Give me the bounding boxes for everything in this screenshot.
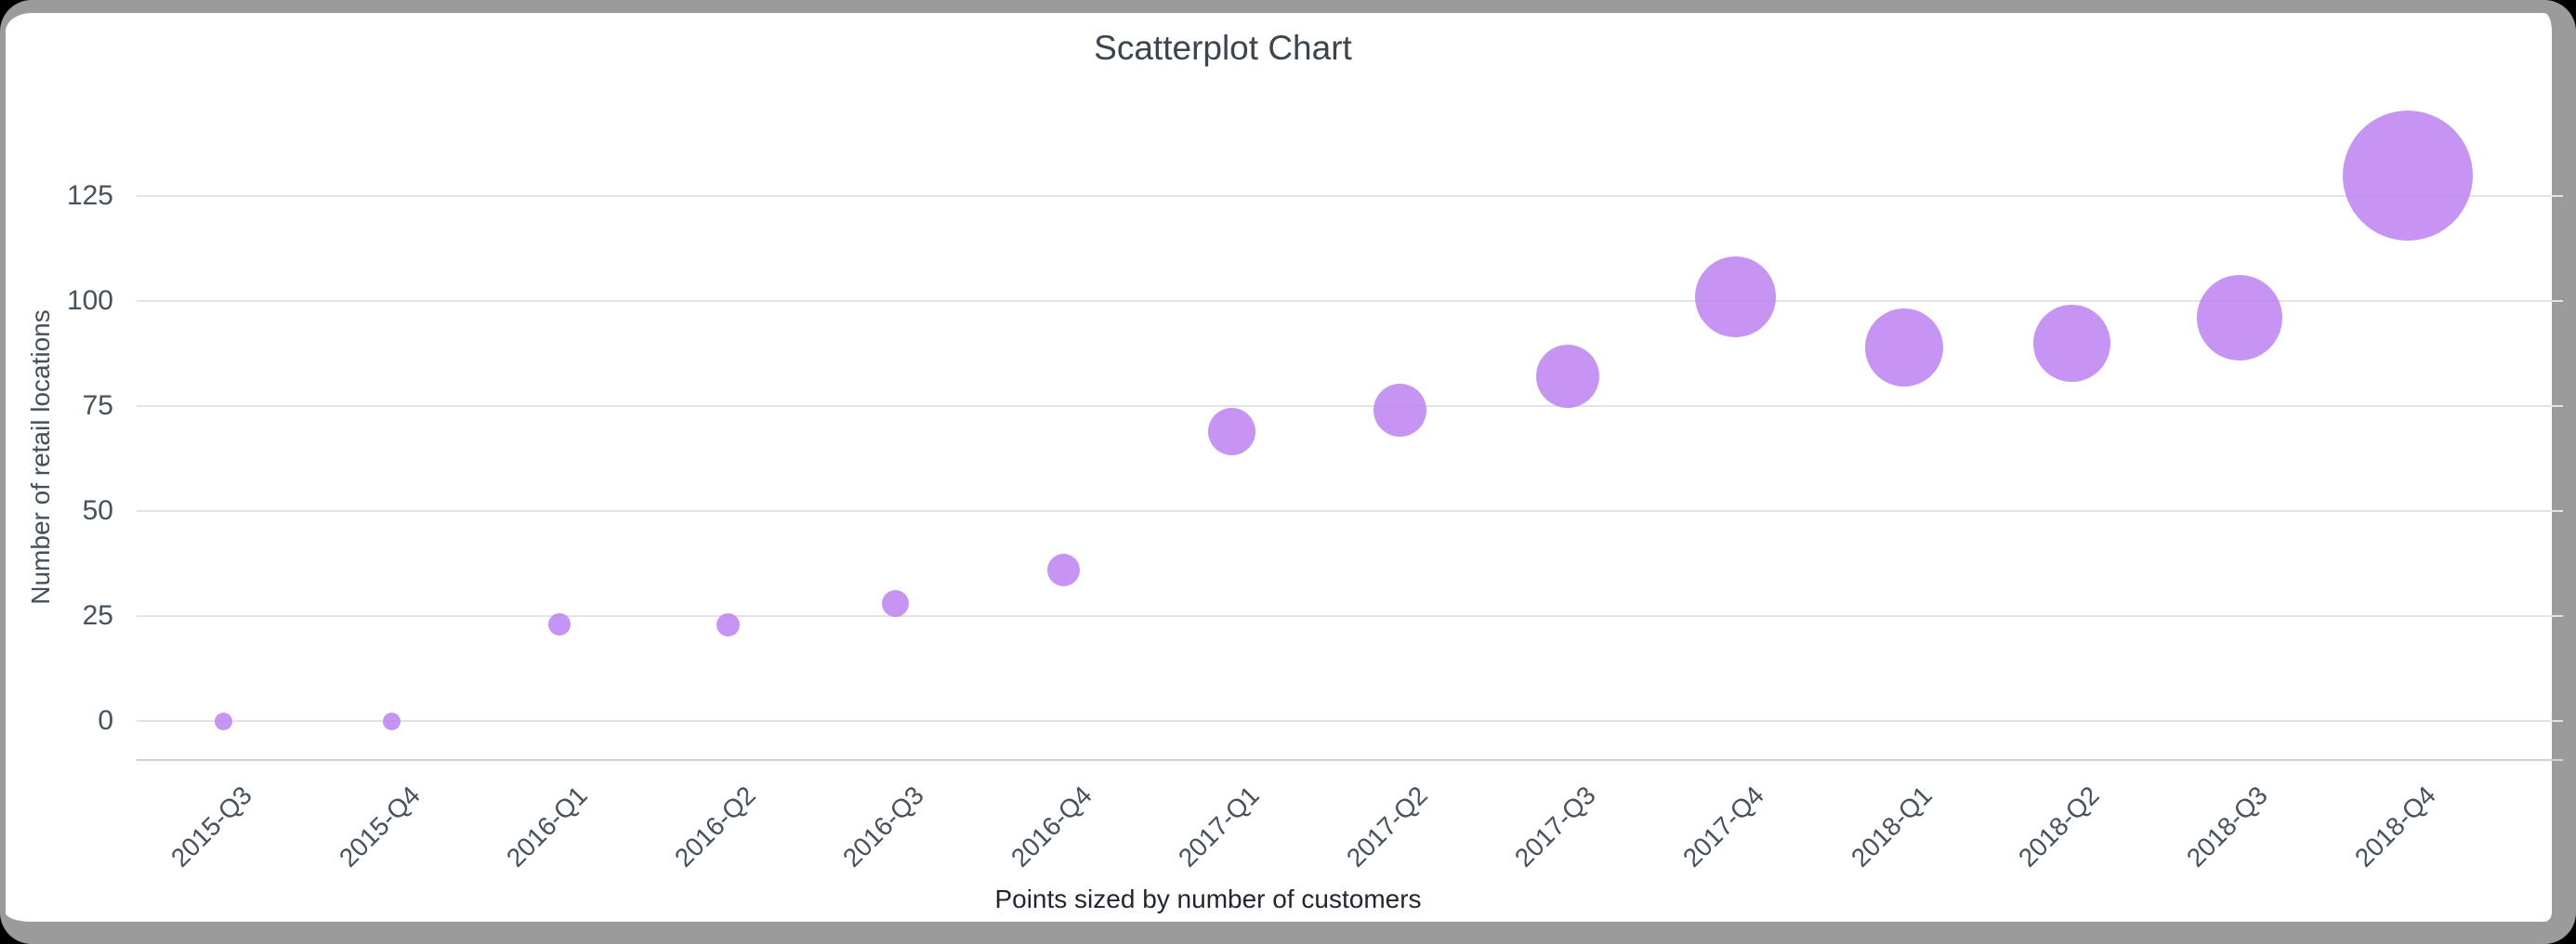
x-axis-title: Points sized by number of customers — [994, 885, 1422, 913]
data-point[interactable] — [1864, 308, 1943, 387]
y-tick-label: 0 — [98, 705, 113, 736]
chart-title: Scatterplot Chart — [1094, 29, 1352, 67]
data-point[interactable] — [383, 712, 401, 730]
data-point[interactable] — [882, 589, 910, 617]
y-tick-label: 75 — [82, 390, 113, 422]
x-axis-baseline — [137, 759, 2563, 761]
gridline — [137, 720, 2563, 722]
gridline — [137, 510, 2563, 513]
data-point[interactable] — [215, 712, 233, 730]
data-point[interactable] — [1207, 407, 1255, 455]
y-tick-label: 50 — [82, 495, 113, 527]
data-point[interactable] — [548, 613, 572, 636]
data-point[interactable] — [2032, 304, 2110, 382]
data-point[interactable] — [2342, 110, 2473, 241]
data-point[interactable] — [716, 612, 740, 636]
data-point[interactable] — [1047, 553, 1081, 586]
data-point[interactable] — [2197, 275, 2283, 361]
gridline — [137, 615, 2563, 618]
gridline — [137, 405, 2563, 408]
gridline — [137, 195, 2563, 198]
y-axis-title: Number of retail locations — [26, 309, 55, 605]
data-point[interactable] — [1373, 384, 1426, 438]
y-tick-label: 25 — [82, 600, 113, 632]
gridline — [137, 300, 2563, 303]
y-tick-label: 100 — [66, 285, 113, 317]
data-point[interactable] — [1695, 256, 1777, 338]
y-tick-label: 125 — [66, 180, 113, 212]
data-point[interactable] — [1535, 345, 1599, 409]
